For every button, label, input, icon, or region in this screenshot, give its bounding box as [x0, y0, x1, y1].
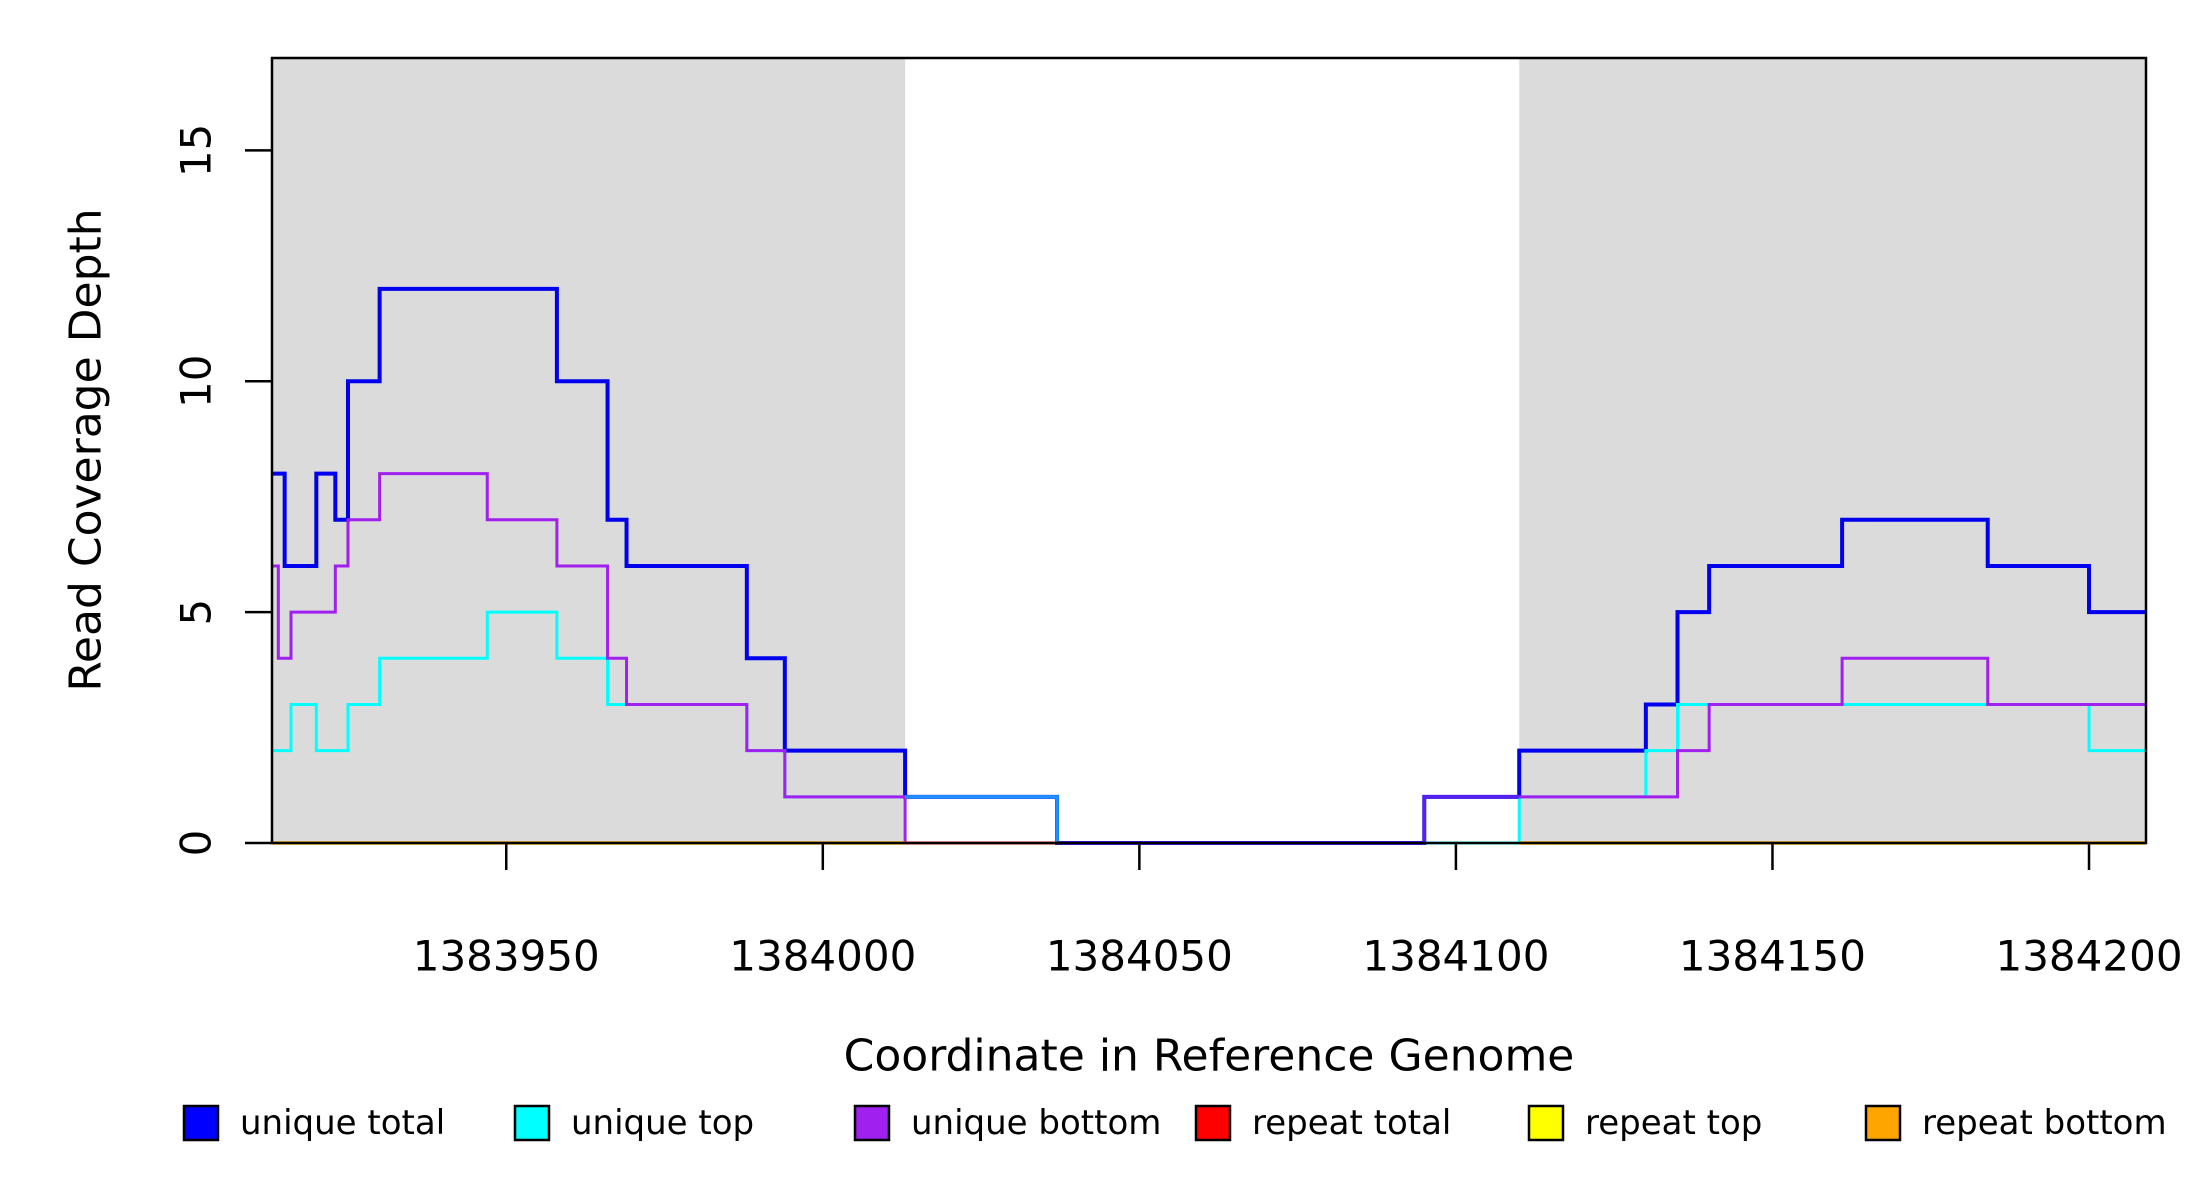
legend-swatch — [182, 1104, 220, 1142]
x-tick-label: 1384200 — [1995, 932, 2182, 981]
x-tick-label: 1384100 — [1362, 932, 1549, 981]
legend-label: repeat top — [1585, 1103, 1762, 1143]
x-tick-label: 1384050 — [1046, 932, 1233, 981]
blue-purple-overlap — [1057, 795, 1520, 845]
blue-cyan-overlap — [905, 795, 1059, 843]
legend-swatch — [513, 1104, 551, 1142]
plot-border — [270, 56, 2148, 845]
y-axis-title: Read Coverage Depth — [61, 208, 112, 691]
series-unique-total — [272, 286, 2146, 845]
legend-entry-repeat-bottom: repeat bottom — [1864, 1103, 2167, 1143]
legend-swatch — [1194, 1104, 1232, 1142]
x-tick-label: 1383950 — [413, 932, 600, 981]
y-tick-label: 15 — [172, 124, 221, 177]
chart-legend: unique total unique top unique bottom repea… — [182, 1103, 2167, 1143]
legend-label: repeat total — [1252, 1103, 1451, 1143]
y-tick-label: 5 — [172, 599, 221, 626]
series-unique-bottom — [272, 472, 2146, 845]
legend-label: unique top — [571, 1103, 754, 1143]
repeat-region-right — [1519, 58, 2146, 843]
y-tick-label: 10 — [172, 355, 221, 408]
x-axis-title: Coordinate in Reference Genome — [844, 1031, 1575, 1082]
legend-swatch — [1527, 1104, 1565, 1142]
legend-swatch — [853, 1104, 891, 1142]
legend-entry-repeat-total: repeat total — [1194, 1103, 1451, 1143]
legend-entry-unique-total: unique total — [182, 1103, 445, 1143]
repeat-region-left — [272, 58, 906, 843]
y-tick-label: 0 — [172, 830, 221, 857]
legend-entry-unique-top: unique top — [513, 1103, 754, 1143]
axes: 1383950 1384000 1384050 1384100 1384150 13842… — [172, 56, 2183, 981]
repeat-shaded-regions — [272, 58, 2146, 843]
legend-label: unique bottom — [911, 1103, 1161, 1143]
legend-swatch — [1864, 1104, 1902, 1142]
legend-entry-repeat-top: repeat top — [1527, 1103, 1762, 1143]
legend-entry-unique-bottom: unique bottom — [853, 1103, 1161, 1143]
legend-label: unique total — [240, 1103, 445, 1143]
x-tick-label: 1384000 — [729, 932, 916, 981]
legend-label: repeat bottom — [1922, 1103, 2167, 1143]
x-tick-label: 1384150 — [1679, 932, 1866, 981]
